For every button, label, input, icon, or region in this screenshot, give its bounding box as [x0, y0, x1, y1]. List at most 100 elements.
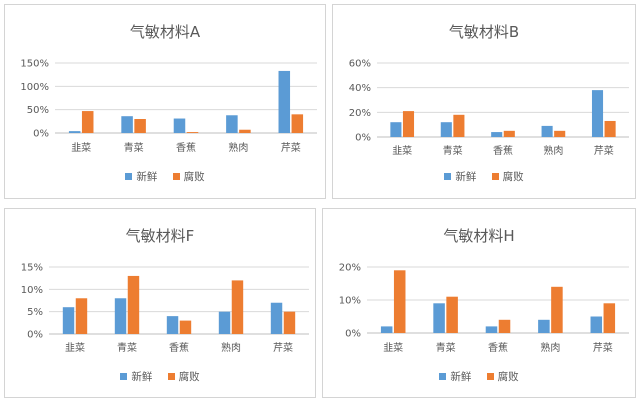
- y-tick-label: 0%: [355, 133, 371, 144]
- chart-panel-a: 气敏材料A 0% 50% 100% 150% 韭菜 青菜 香蕉 熟肉 芹菜 新鲜 腐败: [4, 4, 326, 199]
- chart-plot: 0% 5% 10% 15% 韭菜 青菜 香蕉 熟肉 芹菜: [21, 263, 309, 354]
- x-tick-label: 芹菜: [281, 142, 301, 154]
- x-tick-label: 熟肉: [228, 141, 248, 154]
- bar-spoiled: [127, 275, 140, 334]
- bar-spoiled: [551, 286, 563, 333]
- bar-fresh: [68, 131, 81, 133]
- legend-label: 腐败: [497, 371, 519, 383]
- bar-spoiled: [239, 129, 251, 133]
- bar-spoiled: [603, 303, 616, 333]
- x-tick-label: 韭菜: [392, 145, 412, 157]
- x-tick-label: 韭菜: [65, 342, 85, 354]
- legend-swatch-fresh: [120, 373, 128, 380]
- bar-fresh: [491, 132, 503, 137]
- y-tick-label: 0%: [345, 329, 361, 340]
- bar-fresh: [440, 122, 452, 137]
- x-tick-label: 青菜: [117, 341, 137, 354]
- y-tick-label: 40%: [349, 83, 371, 94]
- bar-spoiled: [81, 111, 94, 133]
- x-tick-label: 芹菜: [593, 342, 613, 354]
- chart-title: 气敏材料F: [125, 227, 195, 245]
- bar-fresh: [270, 302, 283, 334]
- bar-spoiled: [231, 280, 244, 334]
- y-tick-label: 60%: [349, 59, 371, 70]
- bar-spoiled: [446, 296, 458, 333]
- x-tick-label: 韭菜: [383, 342, 403, 354]
- y-tick-label: 5%: [27, 307, 43, 318]
- bar-spoiled: [503, 130, 515, 137]
- legend-swatch-spoiled: [167, 373, 175, 380]
- bar-spoiled: [75, 298, 88, 334]
- bar-spoiled: [186, 132, 199, 133]
- bar-fresh: [218, 311, 231, 334]
- bar-fresh: [433, 303, 445, 333]
- bar-fresh: [485, 326, 498, 333]
- chart-plot: 0% 10% 20% 韭菜 青菜 香蕉 熟肉 芹菜: [339, 263, 629, 354]
- y-tick-label: 10%: [21, 285, 43, 296]
- legend-swatch-spoiled: [491, 173, 499, 180]
- bar-fresh: [226, 115, 238, 133]
- bar-fresh: [173, 118, 186, 133]
- y-tick-label: 100%: [20, 82, 49, 93]
- chart-title: 气敏材料B: [448, 23, 520, 41]
- chart-panel-f: 气敏材料F 0% 5% 10% 15% 韭菜 青菜 香蕉 熟肉 芹菜 新鲜 腐败: [4, 208, 316, 398]
- chart-panel-b: 气敏材料B 0% 20% 40% 60% 韭菜 青菜 香蕉 熟肉 芹菜 新鲜 腐败: [332, 4, 636, 199]
- x-tick-label: 韭菜: [71, 142, 91, 154]
- bar-spoiled: [283, 311, 296, 334]
- bar-fresh: [278, 70, 291, 133]
- legend-label: 腐败: [502, 171, 524, 183]
- x-tick-label: 熟肉: [543, 144, 563, 157]
- y-tick-label: 20%: [339, 263, 361, 274]
- chart-plot: 0% 50% 100% 150% 韭菜 青菜 香蕉 熟肉 芹菜: [20, 59, 317, 154]
- bar-spoiled: [453, 114, 465, 137]
- legend-label: 新鲜: [450, 371, 472, 383]
- bar-fresh: [590, 316, 603, 333]
- x-tick-label: 青菜: [436, 341, 456, 354]
- y-tick-label: 50%: [27, 105, 49, 116]
- x-tick-label: 青菜: [124, 141, 144, 154]
- legend-item-fresh: 新鲜: [444, 169, 476, 184]
- legend-item-fresh: 新鲜: [120, 369, 152, 384]
- legend-swatch-spoiled: [172, 173, 180, 180]
- bar-spoiled: [554, 130, 566, 137]
- chart-title: 气敏材料A: [129, 23, 201, 41]
- y-tick-label: 0%: [27, 330, 43, 341]
- bar-spoiled: [498, 319, 511, 333]
- chart-legend: 新鲜 腐败: [5, 169, 325, 184]
- chart-title: 气敏材料H: [443, 227, 515, 245]
- bar-spoiled: [393, 270, 406, 333]
- bar-spoiled: [134, 119, 146, 133]
- x-tick-label: 芹菜: [273, 342, 293, 354]
- legend-swatch-fresh: [439, 373, 447, 380]
- y-tick-label: 0%: [33, 129, 49, 140]
- bar-spoiled: [604, 120, 616, 137]
- bar-fresh: [121, 116, 133, 133]
- bar-fresh: [541, 125, 553, 137]
- legend-item-spoiled: 腐败: [172, 169, 205, 184]
- chart-legend: 新鲜 腐败: [323, 369, 635, 384]
- legend-item-fresh: 新鲜: [439, 369, 471, 384]
- bar-spoiled: [291, 114, 304, 133]
- legend-item-spoiled: 腐败: [167, 369, 200, 384]
- bar-fresh: [390, 122, 402, 137]
- y-tick-label: 20%: [349, 108, 371, 119]
- bar-fresh: [538, 319, 550, 333]
- y-tick-label: 10%: [339, 296, 361, 307]
- legend-item-spoiled: 腐败: [491, 169, 524, 184]
- bar-spoiled: [402, 111, 415, 137]
- legend-swatch-fresh: [444, 173, 452, 180]
- x-tick-label: 香蕉: [493, 145, 513, 157]
- x-tick-label: 青菜: [443, 144, 463, 157]
- legend-swatch-spoiled: [486, 373, 494, 380]
- chart-panel-h: 气敏材料H 0% 10% 20% 韭菜 青菜 香蕉 熟肉 芹菜 新鲜 腐败: [322, 208, 636, 398]
- bar-fresh: [591, 90, 604, 137]
- chart-plot: 0% 20% 40% 60% 韭菜 青菜 香蕉 熟肉 芹菜: [349, 59, 629, 157]
- bar-spoiled: [179, 320, 192, 334]
- bar-fresh: [166, 316, 179, 334]
- x-tick-label: 香蕉: [488, 342, 508, 354]
- legend-label: 新鲜: [131, 371, 153, 383]
- bar-fresh: [62, 307, 75, 334]
- x-tick-label: 芹菜: [594, 145, 614, 157]
- legend-item-fresh: 新鲜: [125, 169, 157, 184]
- bar-fresh: [380, 326, 393, 333]
